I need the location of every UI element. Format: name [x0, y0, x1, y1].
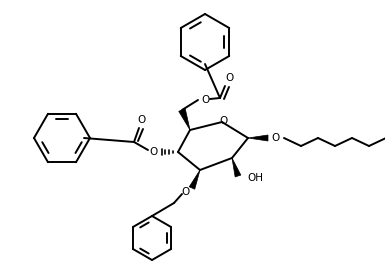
- Text: O: O: [181, 187, 189, 197]
- Text: OH: OH: [247, 173, 263, 183]
- Text: O: O: [271, 133, 279, 143]
- Polygon shape: [179, 109, 190, 130]
- Polygon shape: [189, 170, 200, 189]
- Text: O: O: [149, 147, 157, 157]
- Text: O: O: [137, 115, 145, 125]
- Text: O: O: [201, 95, 209, 105]
- Text: O: O: [220, 116, 228, 126]
- Text: O: O: [225, 73, 233, 83]
- Polygon shape: [232, 158, 241, 177]
- Polygon shape: [248, 135, 268, 141]
